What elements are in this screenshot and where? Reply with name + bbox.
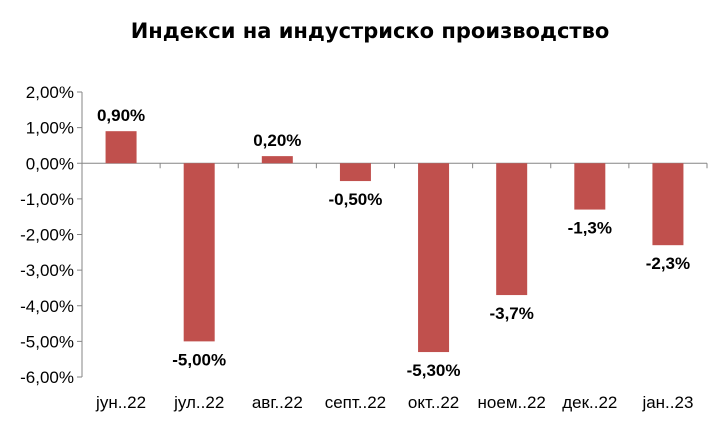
x-tick-label: авг..22: [252, 393, 303, 412]
y-tick-label: -1,00%: [20, 190, 74, 209]
y-tick-label: -5,00%: [20, 332, 74, 351]
x-tick-label: окт..22: [408, 393, 459, 412]
x-tick-label: јун..22: [95, 393, 146, 412]
x-tick-label: јан..23: [641, 393, 693, 412]
y-tick-label: 0,00%: [26, 154, 74, 173]
data-label: -3,7%: [489, 304, 533, 323]
y-tick-label: -4,00%: [20, 297, 74, 316]
bar: [418, 163, 450, 353]
y-tick-label: -6,00%: [20, 368, 74, 387]
y-tick-label: -3,00%: [20, 261, 74, 280]
data-label: -0,50%: [329, 190, 383, 209]
x-tick-label: јул..22: [173, 393, 224, 412]
data-label: -5,00%: [172, 350, 226, 369]
bar: [105, 131, 137, 164]
bar: [339, 163, 371, 182]
y-tick-label: -2,00%: [20, 226, 74, 245]
x-tick-label: дек..22: [562, 393, 617, 412]
data-label: 0,20%: [253, 131, 301, 150]
data-label: -5,30%: [407, 361, 461, 380]
data-label: -2,3%: [646, 254, 690, 273]
data-label: 0,90%: [97, 106, 145, 125]
data-label: -1,3%: [568, 219, 612, 238]
x-tick-label: ноем..22: [478, 393, 546, 412]
bar: [183, 163, 215, 342]
bar: [574, 163, 606, 210]
bar: [261, 156, 293, 164]
x-tick-label: септ..22: [325, 393, 386, 412]
chart-title: Индекси на индустриско производство: [131, 19, 610, 43]
bar: [652, 163, 684, 246]
bar: [496, 163, 528, 296]
y-tick-label: 2,00%: [26, 83, 74, 102]
y-tick-label: 1,00%: [26, 119, 74, 138]
